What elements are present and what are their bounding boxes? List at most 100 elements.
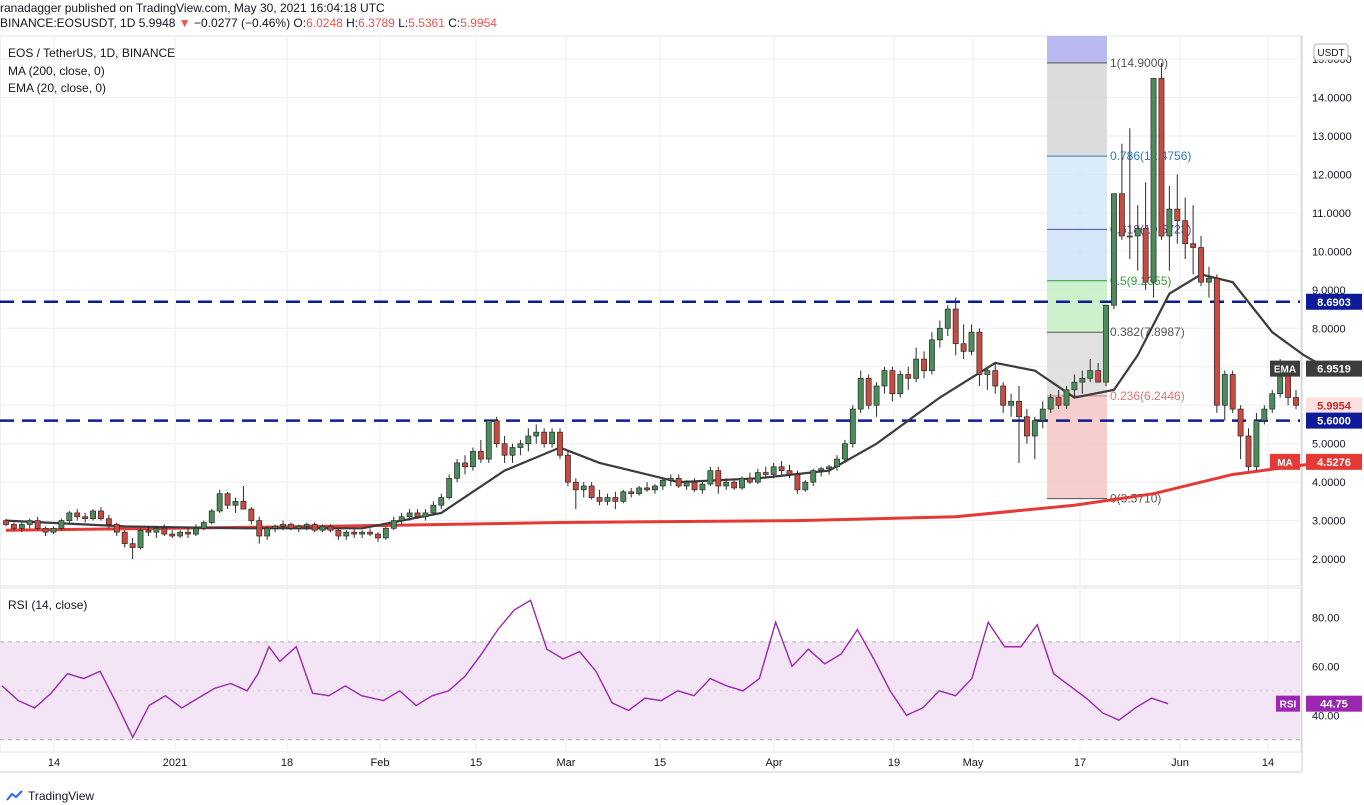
candle-body: [849, 408, 856, 445]
candle-body: [747, 477, 753, 483]
candle-body: [1293, 397, 1299, 406]
candle-body: [683, 481, 690, 487]
candle-body: [1237, 408, 1244, 437]
price-axis-badge: [1306, 360, 1362, 377]
candle-body: [367, 531, 373, 535]
candle-body: [1000, 385, 1007, 406]
time-tick-label: 2021: [163, 757, 187, 769]
candle-body: [382, 527, 389, 539]
price-axis-value: 5.9954: [1317, 400, 1352, 412]
price-tick-label: 14.0000: [1312, 93, 1352, 105]
candle-body: [446, 477, 453, 498]
candle-body: [572, 481, 579, 491]
candle-body: [462, 462, 468, 468]
rsi-tag-label: RSI: [1280, 700, 1297, 711]
candle-body: [810, 470, 817, 483]
candle-body: [1039, 408, 1046, 421]
candle-body: [1150, 77, 1157, 283]
candle-body: [113, 524, 120, 533]
rsi-tick-label: 60.00: [1312, 661, 1340, 673]
candle-body: [723, 481, 730, 487]
candle-body: [620, 491, 627, 502]
candle-body: [770, 466, 777, 475]
time-tick-label: Feb: [371, 757, 390, 769]
time-tick-label: Apr: [765, 757, 782, 769]
candle-body: [794, 474, 801, 491]
candle-body: [541, 431, 548, 445]
candle-body: [826, 466, 832, 470]
candle-body: [984, 370, 991, 375]
fib-zone: [1047, 395, 1107, 499]
candle-body: [248, 508, 255, 521]
rsi-value-label: 44.75: [1320, 699, 1348, 711]
currency-badge: [1313, 43, 1349, 61]
ema-legend: EMA (20, close, 0): [8, 81, 107, 95]
price-tick-label: 11.0000: [1312, 208, 1351, 220]
candle-body: [667, 477, 674, 481]
candle-body: [1213, 277, 1220, 406]
close-value: 5.9954: [460, 16, 497, 30]
candle-body: [240, 501, 247, 510]
candle-body: [398, 516, 405, 521]
rsi-legend: RSI (14, close): [8, 598, 88, 612]
ma-legend: MA (200, close, 0): [8, 64, 105, 78]
candle-body: [897, 374, 904, 395]
candle-body: [921, 358, 927, 371]
candle-body: [580, 485, 587, 491]
candle-body: [493, 420, 500, 445]
price-tick-label: 2.0000: [1312, 554, 1346, 566]
candle-body: [936, 327, 943, 341]
candle-body: [311, 524, 318, 531]
candle-body: [3, 520, 9, 525]
candle-body: [1190, 243, 1197, 248]
price-axis-value: 5.6000: [1317, 416, 1351, 428]
candle-body: [1134, 227, 1141, 237]
candle-body: [153, 527, 160, 533]
last-price: 5.9948: [138, 16, 176, 30]
candle-body: [105, 518, 112, 525]
candle-body: [1253, 420, 1260, 468]
candle-body: [224, 493, 231, 506]
candle-body: [295, 526, 302, 529]
candle-body: [193, 527, 199, 535]
candle-body: [137, 529, 144, 548]
candle-body: [659, 479, 666, 487]
symbol-text: BINANCE:EOSUSDT, 1D: [0, 16, 136, 30]
candle-body: [129, 543, 136, 548]
time-tick-label: 18: [281, 757, 293, 769]
candle-body: [1142, 227, 1149, 283]
candle-body: [1079, 377, 1086, 383]
time-tick-label: 19: [888, 757, 900, 769]
candle-body: [857, 377, 864, 410]
indicator-tag: [1270, 453, 1300, 470]
fib-level-label: 0.236(6.2446): [1110, 389, 1185, 403]
candle-body: [1261, 408, 1268, 421]
time-tick-label: 15: [654, 757, 666, 769]
candle-body: [1126, 235, 1133, 238]
indicator-tag: [1270, 360, 1300, 377]
candle-body: [454, 462, 461, 479]
candle-body: [145, 529, 152, 533]
candle-body: [351, 531, 358, 535]
candle-body: [1047, 397, 1054, 410]
footer-brand[interactable]: TradingView: [6, 789, 94, 803]
candle-body: [74, 512, 81, 518]
candle-body: [319, 526, 326, 531]
low-value: 5.5361: [408, 16, 445, 30]
candle-body: [517, 443, 524, 448]
candle-body: [588, 485, 595, 498]
candle-body: [26, 520, 33, 525]
candle-body: [952, 308, 959, 345]
candle-body: [359, 531, 366, 535]
price-axis-badge: [1306, 412, 1362, 429]
candle-body: [802, 481, 809, 491]
candle-body: [272, 526, 279, 529]
candle-body: [470, 451, 476, 468]
candle-body: [501, 443, 508, 456]
candle-body: [675, 477, 682, 487]
time-tick-label: Mar: [557, 757, 576, 769]
time-tick-label: 14: [48, 757, 60, 769]
price-axis-badge: [1306, 453, 1362, 470]
high-label: H:: [346, 16, 359, 30]
